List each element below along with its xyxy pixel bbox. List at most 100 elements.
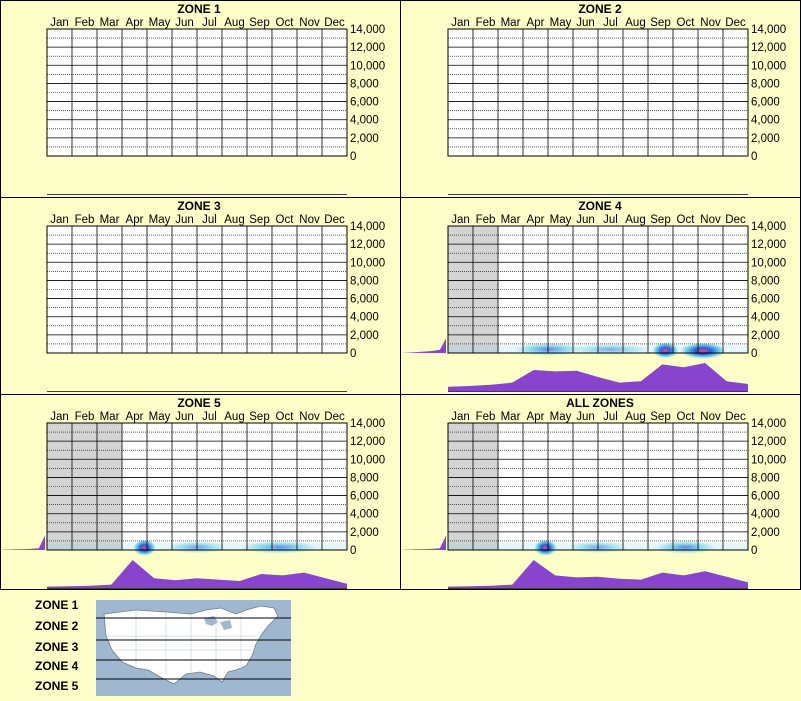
month-label-oct: Oct: [276, 411, 295, 423]
y-tick-label: 12,000: [751, 436, 786, 448]
plot-frame: [46, 28, 348, 157]
y-tick-label: 6,000: [751, 294, 780, 306]
y-tick-label: 6,000: [350, 294, 379, 306]
plot-frame: [447, 225, 749, 354]
month-label-aug: Aug: [625, 411, 645, 423]
y-tick-label: 12,000: [751, 239, 786, 251]
chart-panel-1: ZONE 1 Jan Feb Mar Apr May Jun Jul Aug Sep Oct Nov D…: [46, 2, 385, 195]
month-label-feb: Feb: [476, 214, 496, 226]
month-label-may: May: [550, 17, 572, 29]
y-tick-label: 14,000: [751, 418, 786, 430]
zone-legend: ZONE 1 ZONE 2 ZONE 3 ZONE 4 ZONE 5: [0, 590, 801, 701]
month-label-nov: Nov: [700, 17, 721, 29]
y-tick-label: 10,000: [751, 454, 786, 466]
y-tick-label: 8,000: [350, 472, 379, 484]
y-tick-label: 8,000: [350, 275, 379, 287]
density-hotspot: [680, 342, 726, 359]
y-tick-label: 10,000: [350, 60, 385, 72]
month-label-jun: Jun: [576, 411, 595, 423]
month-label-nov: Nov: [700, 214, 721, 226]
month-label-aug: Aug: [625, 17, 645, 29]
y-tick-label: 6,000: [350, 491, 379, 503]
month-label-jan: Jan: [50, 214, 69, 226]
month-label-oct: Oct: [677, 411, 696, 423]
y-tick-label: 0: [751, 348, 757, 360]
y-tick-label: 14,000: [350, 221, 385, 233]
y-tick-label: 0: [350, 545, 356, 557]
month-label-jul: Jul: [202, 17, 217, 29]
month-label-may: May: [550, 411, 572, 423]
chart-panel-6: ALL ZONES Jan Feb Mar Apr May Jun Jul Aug Sep Oct N…: [403, 396, 786, 589]
panel-title: ZONE 2: [578, 2, 622, 16]
month-label-jun: Jun: [175, 214, 194, 226]
month-label-jun: Jun: [175, 411, 194, 423]
chart-panel-4: ZONE 4 Jan Feb Mar Apr May Jun Jul Aug Sep Oct Nov D…: [403, 199, 786, 392]
y-tick-label: 2,000: [751, 527, 780, 539]
month-label-aug: Aug: [224, 214, 244, 226]
y-tick-label: 4,000: [350, 115, 379, 127]
month-label-oct: Oct: [276, 17, 295, 29]
month-label-nov: Nov: [299, 17, 320, 29]
month-label-feb: Feb: [476, 17, 496, 29]
no-data-shade: [473, 226, 498, 353]
y-tick-label: 10,000: [350, 257, 385, 269]
month-label-aug: Aug: [224, 411, 244, 423]
month-label-apr: Apr: [126, 17, 144, 29]
y-tick-label: 4,000: [350, 312, 379, 324]
y-tick-label: 4,000: [751, 115, 780, 127]
month-label-apr: Apr: [527, 214, 545, 226]
month-label-sep: Sep: [650, 214, 670, 226]
month-label-jan: Jan: [451, 214, 470, 226]
month-label-jul: Jul: [202, 411, 217, 423]
y-tick-label: 8,000: [751, 275, 780, 287]
y-tick-label: 2,000: [350, 330, 379, 342]
panel-title: ZONE 3: [177, 199, 221, 213]
panel-title: ZONE 5: [177, 396, 221, 410]
zone-panels-figure: ZONE 1 Jan Feb Mar Apr May Jun Jul Aug Sep Oct Nov D…: [0, 0, 801, 590]
no-data-shade: [72, 423, 97, 550]
legend-zone-5: ZONE 5: [35, 679, 79, 693]
panel-title: ZONE 1: [177, 2, 221, 16]
month-label-mar: Mar: [100, 411, 120, 423]
month-label-dec: Dec: [324, 411, 345, 423]
y-tick-label: 14,000: [751, 24, 786, 36]
month-label-dec: Dec: [725, 411, 746, 423]
y-tick-label: 0: [751, 151, 757, 163]
y-tick-label: 0: [751, 545, 757, 557]
y-tick-label: 14,000: [751, 221, 786, 233]
density-hotspot: [534, 539, 557, 556]
elevation-profile-area: [403, 535, 446, 550]
density-hotspot: [652, 342, 679, 359]
elevation-profile-area: [2, 535, 45, 550]
month-label-may: May: [149, 214, 171, 226]
month-label-aug: Aug: [224, 17, 244, 29]
month-label-sep: Sep: [249, 17, 269, 29]
month-label-may: May: [149, 17, 171, 29]
month-label-jul: Jul: [603, 411, 618, 423]
month-label-dec: Dec: [324, 214, 345, 226]
y-tick-label: 4,000: [350, 509, 379, 521]
y-tick-label: 12,000: [751, 42, 786, 54]
month-label-feb: Feb: [476, 411, 496, 423]
great-lakes: [204, 616, 232, 630]
month-label-nov: Nov: [299, 214, 320, 226]
month-label-jun: Jun: [576, 214, 595, 226]
month-label-sep: Sep: [249, 411, 269, 423]
y-tick-label: 2,000: [751, 330, 780, 342]
legend-zone-1: ZONE 1: [35, 598, 79, 612]
elevation-profile-area: [403, 338, 446, 353]
month-label-mar: Mar: [100, 17, 120, 29]
y-tick-label: 0: [350, 348, 356, 360]
y-tick-label: 12,000: [350, 42, 385, 54]
plot-frame: [447, 28, 749, 157]
y-tick-label: 8,000: [350, 78, 379, 90]
month-profile-area: [448, 363, 748, 391]
month-label-may: May: [550, 214, 572, 226]
y-tick-label: 12,000: [350, 239, 385, 251]
legend-zone-2: ZONE 2: [35, 619, 79, 633]
month-label-mar: Mar: [501, 411, 521, 423]
month-label-mar: Mar: [501, 17, 521, 29]
month-label-oct: Oct: [677, 214, 696, 226]
month-label-dec: Dec: [324, 17, 345, 29]
y-tick-label: 2,000: [350, 527, 379, 539]
